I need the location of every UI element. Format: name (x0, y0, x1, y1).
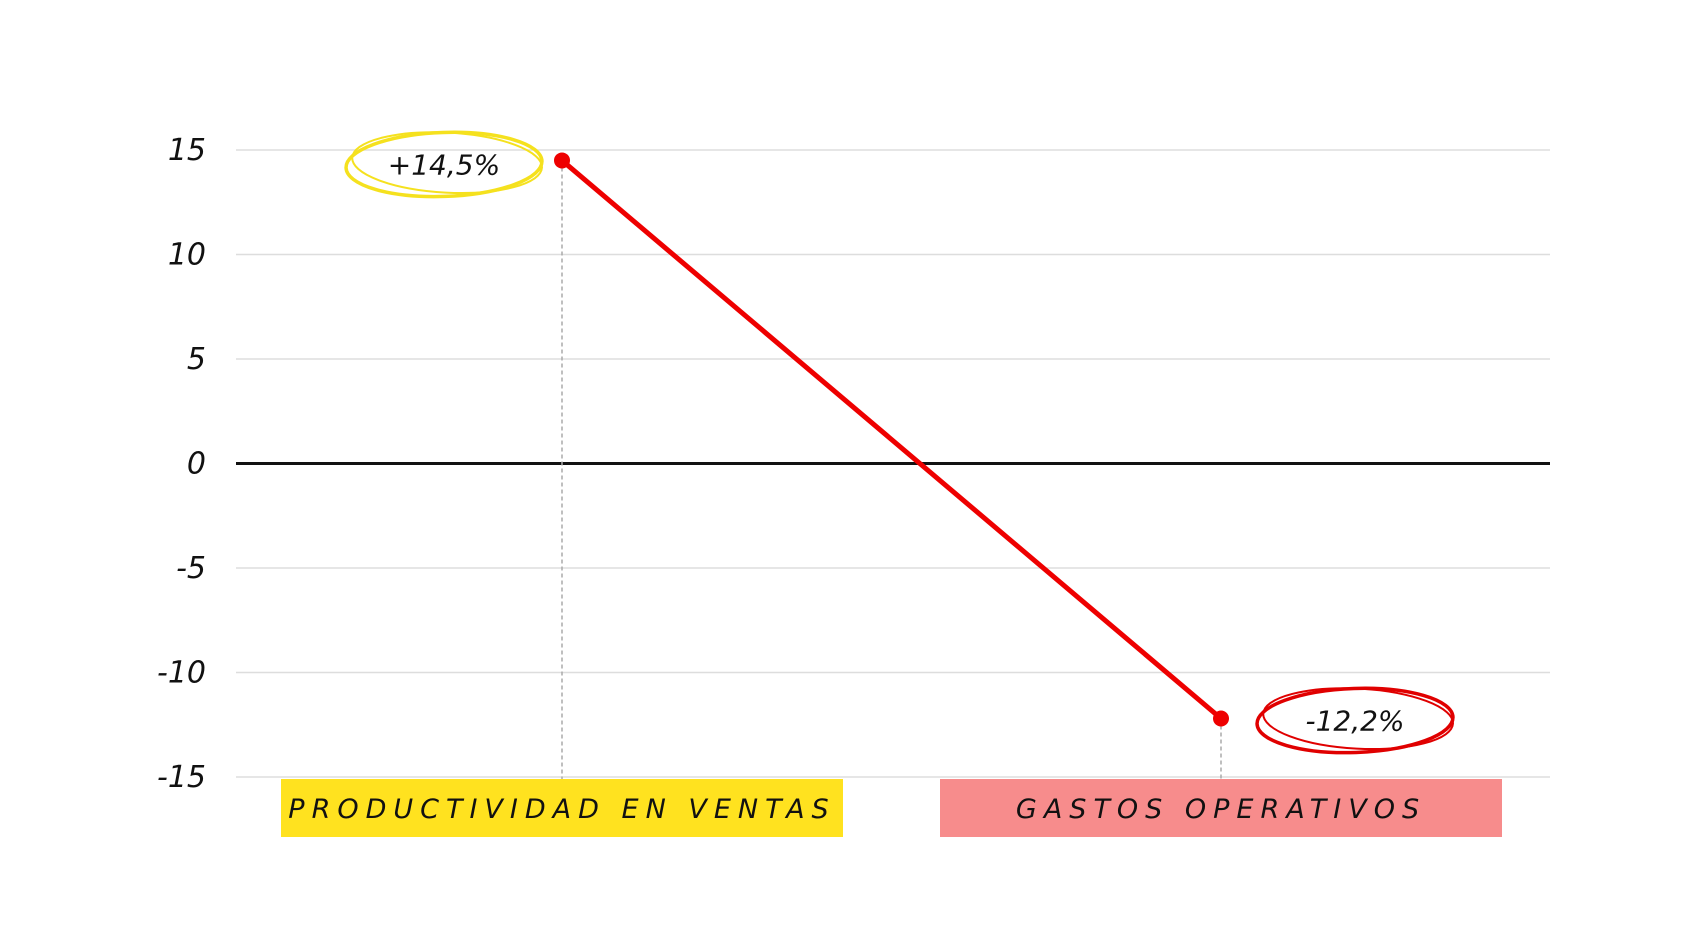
series-line (559, 157, 1224, 721)
y-tick-label: -5 (176, 551, 206, 586)
y-tick-label: -15 (157, 760, 206, 795)
y-tick-label: 15 (168, 133, 206, 168)
data-label: +14,5% (388, 148, 500, 181)
data-label: -12,2% (1305, 704, 1404, 737)
category-band (281, 779, 843, 837)
data-label-ellipse (344, 130, 544, 199)
category-band (940, 779, 1502, 837)
y-tick-label: 10 (168, 238, 206, 273)
y-tick-label: -10 (157, 656, 206, 691)
y-tick-label: 5 (187, 342, 206, 377)
x-category-label: PRODUCTIVIDAD EN VENTAS (288, 794, 835, 825)
y-tick-label: 0 (187, 447, 206, 482)
x-category-label: GASTOS OPERATIVOS (1016, 794, 1426, 825)
data-label-ellipse (1255, 686, 1455, 755)
data-point (554, 152, 570, 169)
data-point (1213, 710, 1229, 727)
